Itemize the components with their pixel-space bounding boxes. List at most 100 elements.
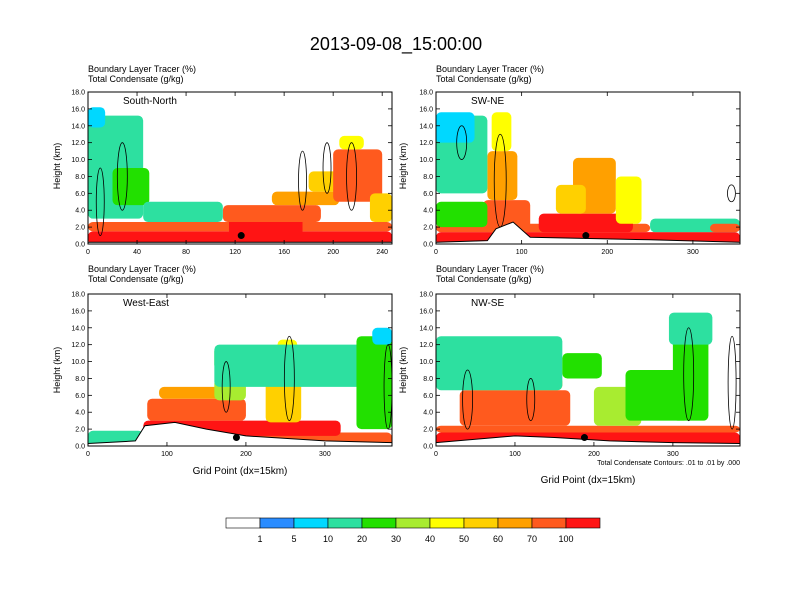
colorbar-label: 70 [527, 534, 537, 544]
colorbar-swatch [361, 517, 397, 529]
x-axis-label: Grid Point (dx=15km) [193, 466, 288, 477]
panel-title-line1: Boundary Layer Tracer (%) [436, 264, 544, 274]
x-tick-label: 100 [516, 249, 528, 256]
tracer-region [436, 425, 740, 433]
condensate-contour [456, 125, 468, 160]
tracer-region [459, 390, 571, 426]
colorbar-label: 1 [257, 534, 262, 544]
y-tick-label: 2.0 [423, 225, 433, 232]
colorbar-swatch [429, 517, 465, 529]
condensate-contour [493, 133, 507, 228]
colorbar-label: 20 [357, 534, 367, 544]
y-axis-label: Height (km) [398, 143, 408, 190]
terrain-fill [436, 222, 740, 244]
colorbar-swatch [293, 517, 329, 529]
terrain-fill [436, 435, 740, 446]
tracer-region [615, 176, 642, 224]
panel-west-east: Boundary Layer Tracer (%) Total Condensa… [52, 264, 393, 477]
colorbar-swatch [565, 517, 601, 529]
condensate-contour [221, 361, 231, 413]
tracer-region [491, 112, 512, 152]
tracer-region [562, 353, 602, 379]
y-tick-label: 10.0 [71, 359, 85, 366]
x-tick-label: 200 [588, 451, 600, 458]
location-marker [237, 232, 245, 240]
x-tick-label: 0 [86, 249, 90, 256]
y-tick-label: 14.0 [419, 123, 433, 130]
x-tick-label: 300 [667, 451, 679, 458]
y-tick-label: 14.0 [71, 325, 85, 332]
tracer-region [333, 149, 383, 202]
tracer-region [487, 151, 518, 201]
plot-frame [435, 293, 741, 447]
colorbar-label: 60 [493, 534, 503, 544]
tracer-region [214, 344, 365, 387]
colorbar-label: 5 [291, 534, 296, 544]
x-tick-label: 300 [687, 249, 699, 256]
location-marker [232, 434, 240, 442]
location-marker [582, 232, 590, 240]
y-tick-label: 12.0 [71, 342, 85, 349]
tracer-region [625, 370, 689, 421]
y-tick-label: 8.0 [423, 174, 433, 181]
tracer-region [88, 107, 106, 128]
x-tick-label: 200 [601, 249, 613, 256]
y-tick-label: 4.0 [75, 208, 85, 215]
tracer-region [555, 184, 586, 214]
colorbar-swatch [225, 517, 261, 529]
panel-title-line2: Total Condensate (g/kg) [88, 274, 184, 284]
panel-title-line1: Boundary Layer Tracer (%) [88, 264, 196, 274]
plot-frame [87, 91, 393, 245]
terrain-line [436, 221, 740, 243]
tracer-region [143, 201, 223, 223]
tracer-region [710, 223, 740, 233]
condensate-contour [95, 167, 105, 236]
panel-title-line1: Boundary Layer Tracer (%) [436, 64, 544, 74]
tracer-region [372, 327, 392, 345]
y-tick-label: 6.0 [423, 393, 433, 400]
y-tick-label: 12.0 [71, 140, 85, 147]
tracer-region [112, 168, 150, 206]
panel-label: SW-NE [471, 96, 504, 107]
y-tick-label: 6.0 [75, 191, 85, 198]
y-tick-label: 18.0 [419, 90, 433, 97]
y-tick-label: 4.0 [423, 410, 433, 417]
tracer-region [436, 336, 563, 391]
condensate-contour [727, 184, 736, 203]
tracer-region [436, 201, 488, 228]
y-tick-label: 16.0 [71, 308, 85, 315]
x-tick-label: 100 [509, 451, 521, 458]
y-tick-label: 0.0 [75, 444, 85, 451]
condensate-contour [462, 369, 473, 430]
x-tick-label: 300 [319, 451, 331, 458]
location-marker [580, 434, 588, 442]
tracer-region [436, 112, 475, 143]
condensate-contour [727, 335, 737, 430]
panel-label: NW-SE [471, 298, 504, 309]
panel-south-north: Boundary Layer Tracer (%) Total Condensa… [52, 64, 393, 256]
colorbar-label: 100 [558, 534, 573, 544]
x-tick-label: 0 [434, 451, 438, 458]
tracer-region [483, 200, 531, 233]
colorbar-label: 10 [323, 534, 333, 544]
y-tick-label: 0.0 [423, 444, 433, 451]
condensate-contour [346, 142, 357, 211]
colorbar-swatch [463, 517, 499, 529]
panel-sw-ne: Boundary Layer Tracer (%) Total Condensa… [398, 64, 741, 256]
tracer-region [159, 386, 231, 399]
y-tick-label: 2.0 [75, 427, 85, 434]
x-tick-label: 240 [376, 249, 388, 256]
panel-label: South-North [123, 96, 177, 107]
colorbar-swatch [497, 517, 533, 529]
y-tick-label: 10.0 [419, 359, 433, 366]
tracer-field [88, 92, 392, 244]
tracer-region [147, 398, 246, 421]
y-tick-label: 18.0 [71, 292, 85, 299]
tracer-region [369, 193, 392, 223]
y-tick-label: 14.0 [71, 123, 85, 130]
y-axis-label: Height (km) [52, 143, 62, 190]
tracer-field [436, 294, 740, 446]
colorbar-label: 50 [459, 534, 469, 544]
colorbar-label: 40 [425, 534, 435, 544]
